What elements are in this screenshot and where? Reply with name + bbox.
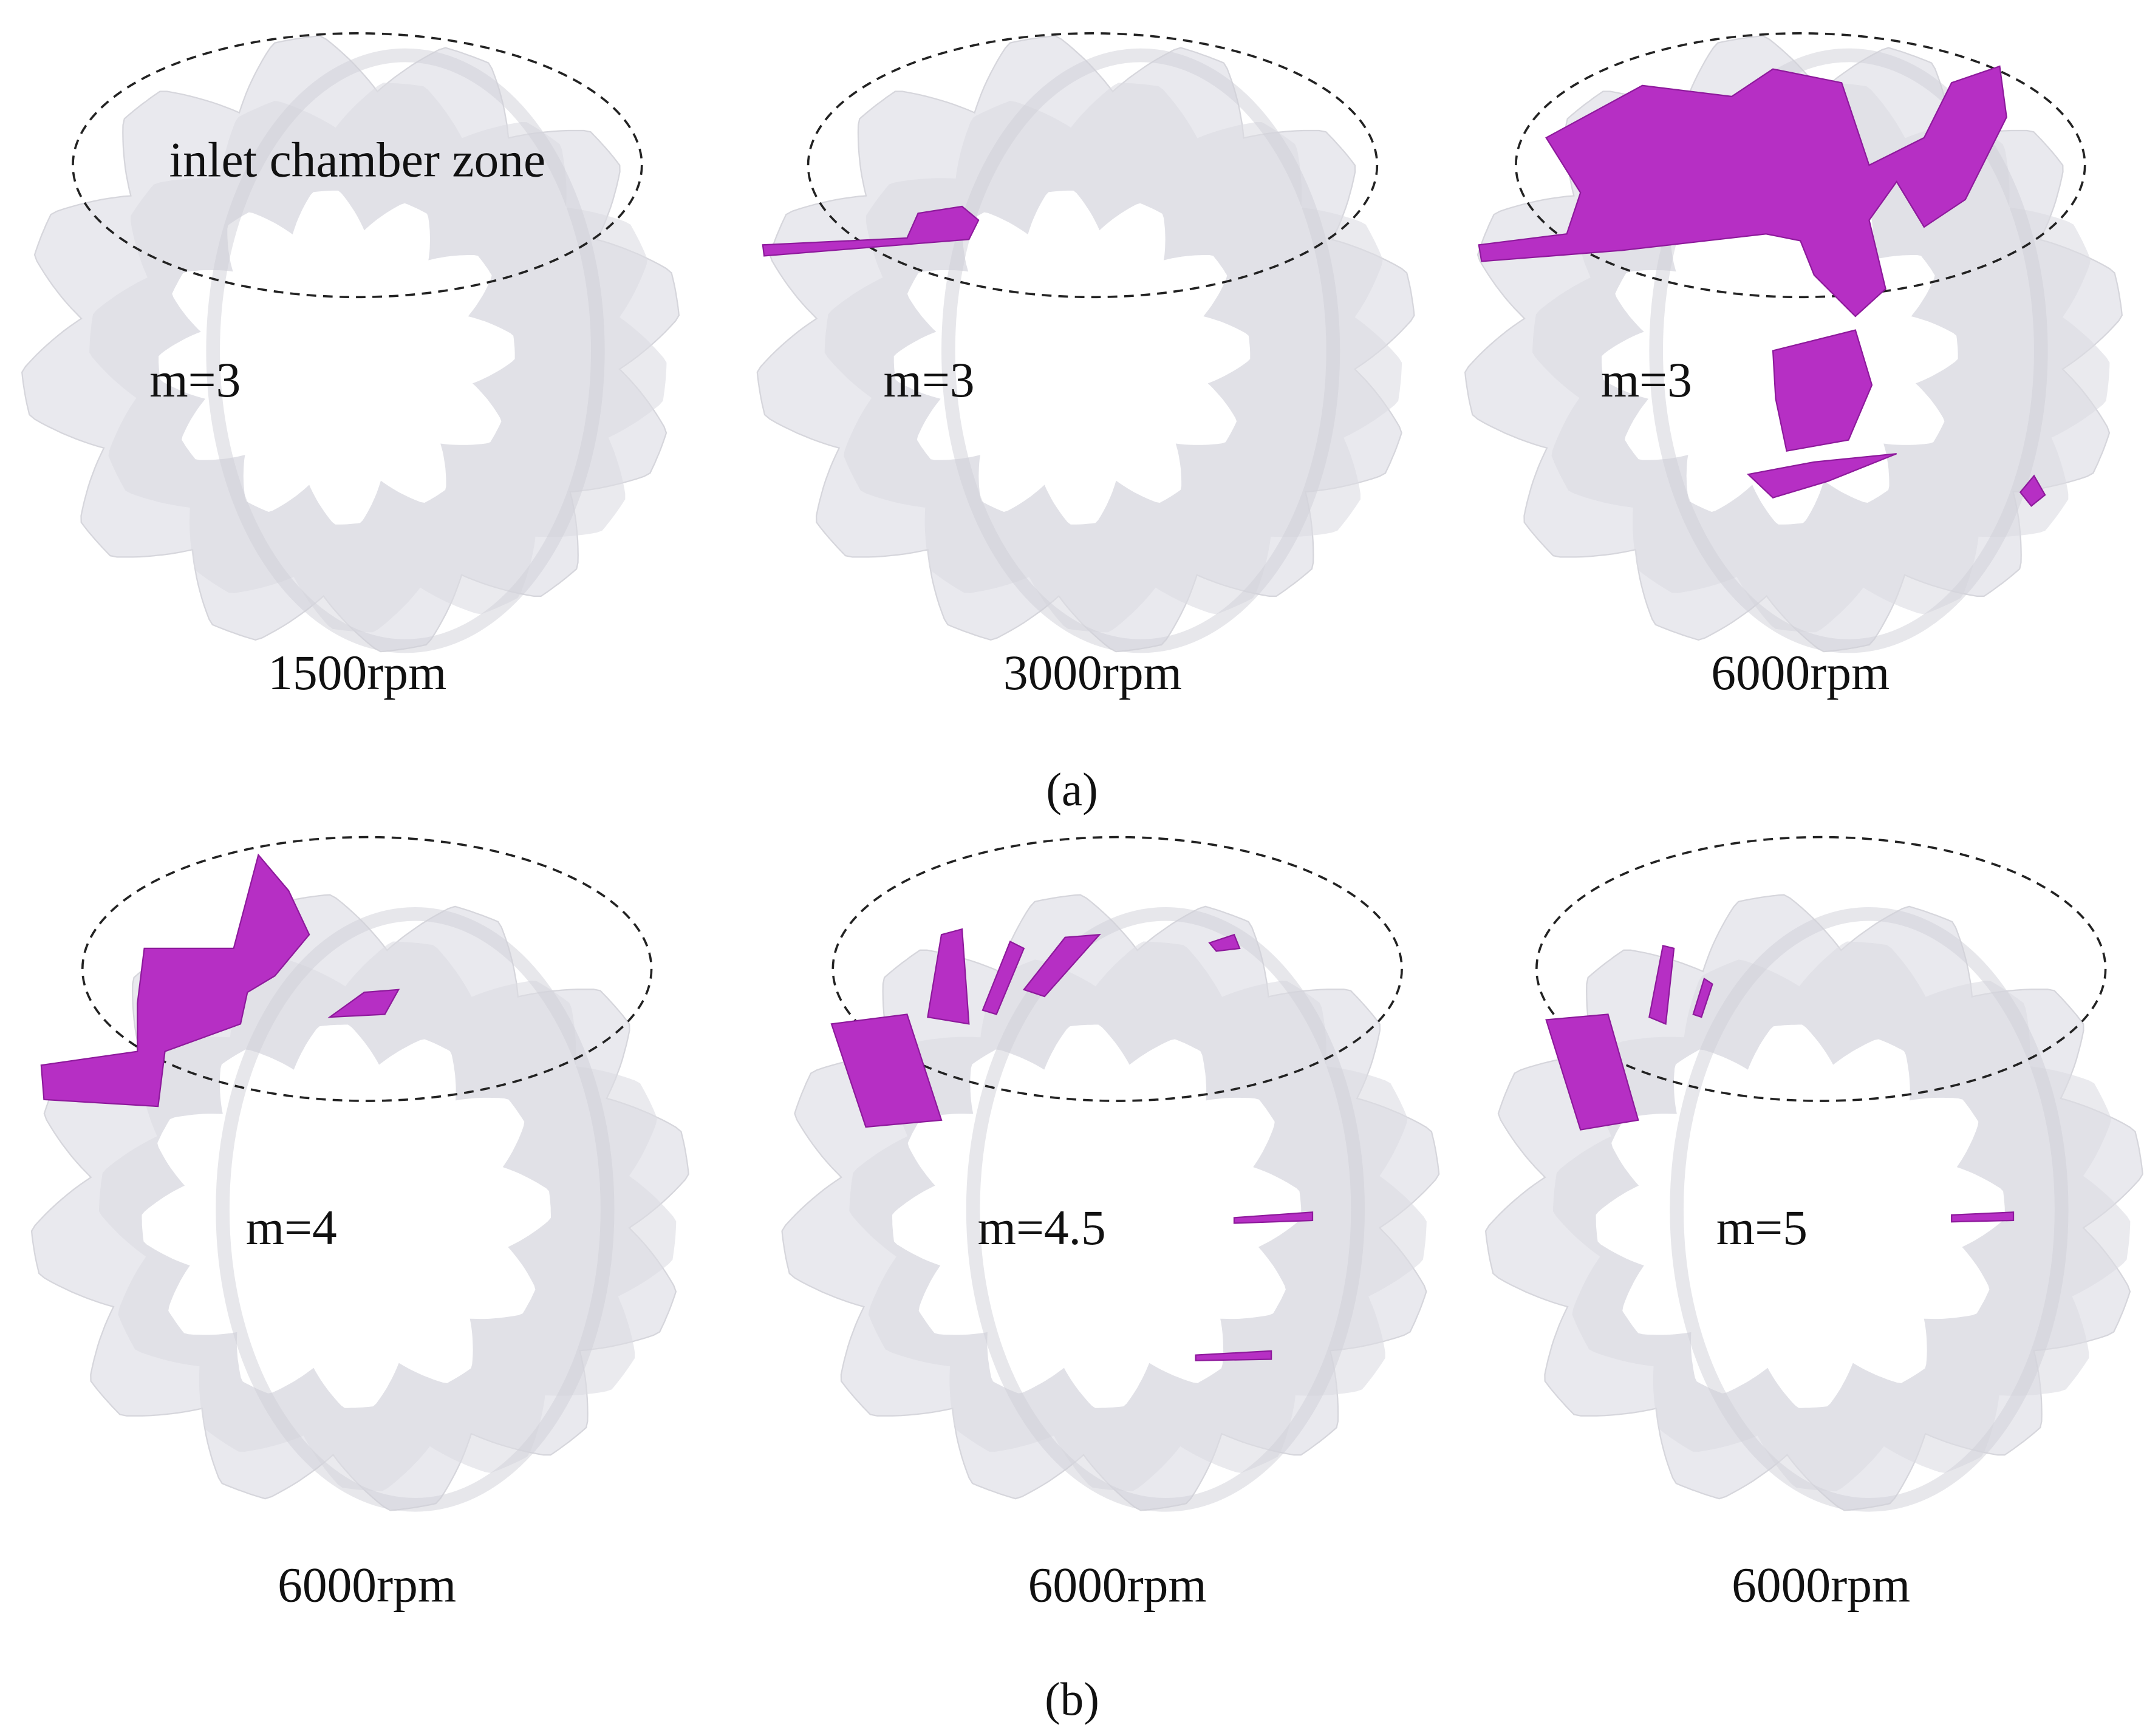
gear-bore <box>142 1024 551 1408</box>
gear-rim <box>1670 907 2069 1512</box>
inlet-zone <box>72 32 643 299</box>
gear-bore <box>892 1024 1302 1408</box>
ratio-label: m=3 <box>149 352 241 407</box>
ratio-label: m=5 <box>1716 1200 1808 1255</box>
ratio-label: m=3 <box>884 352 975 407</box>
cavitation-region <box>927 928 970 1025</box>
ratio-label: m=4 <box>246 1200 337 1255</box>
gear-rim <box>1649 48 2048 653</box>
speed-label: 6000rpm <box>278 1557 456 1612</box>
gear-rim <box>206 48 605 653</box>
ratio-label: m=4.5 <box>978 1200 1106 1255</box>
panel-caption: (a) <box>1046 763 1098 815</box>
cavitation-region <box>1022 933 1101 998</box>
speed-label: 1500rpm <box>268 645 446 700</box>
ratio-label: m=3 <box>1601 352 1692 407</box>
inlet-zone <box>831 836 1403 1102</box>
gear <box>756 32 1415 653</box>
cavitation-region <box>982 940 1025 1015</box>
gear <box>781 836 1440 1512</box>
cavitation-region <box>2019 474 2046 507</box>
speed-label: 3000rpm <box>1003 645 1182 700</box>
gear <box>30 836 689 1512</box>
speed-label: 6000rpm <box>1711 645 1890 700</box>
cavitation-region <box>1648 944 1675 1025</box>
gear-bore <box>893 190 1251 525</box>
cavitation-region <box>1195 1350 1272 1361</box>
cavitation-region <box>830 1013 943 1128</box>
zone-annotation: inlet chamber zone <box>169 132 546 188</box>
gear-bore <box>1596 1024 2006 1408</box>
cavitation-region <box>1951 1211 2015 1223</box>
inlet-zone <box>1515 32 2086 299</box>
speed-label: 6000rpm <box>1732 1557 1910 1612</box>
gear-rim <box>216 907 615 1512</box>
cavitation-region <box>327 989 400 1018</box>
cavitation-region <box>1692 977 1713 1018</box>
gear-bore <box>159 190 515 525</box>
label-layer: m=3 1500rpm m=3 3000rpm m=3 6000rpm (a) m=4 6000… <box>149 132 1910 1725</box>
cavitation-region <box>1208 933 1241 952</box>
inlet-zone <box>81 836 653 1102</box>
panel-caption: (b) <box>1045 1673 1099 1725</box>
gear <box>1484 836 2143 1512</box>
cavitation-region <box>1478 65 2007 318</box>
inlet-zone <box>807 32 1379 299</box>
cavitation-region <box>40 853 310 1108</box>
inlet-zone <box>1535 836 2107 1102</box>
cavitation-region <box>1233 1211 1314 1224</box>
cavitation-region <box>1545 1013 1639 1131</box>
gear-rim <box>966 907 1365 1512</box>
cavitation-region <box>1746 453 1897 499</box>
gear-rim <box>941 48 1340 653</box>
cavitation-layer <box>40 65 2046 1361</box>
gear <box>21 32 680 653</box>
cavitation-region <box>1772 329 1873 452</box>
speed-label: 6000rpm <box>1028 1557 1207 1612</box>
cavitation-region <box>762 205 980 257</box>
